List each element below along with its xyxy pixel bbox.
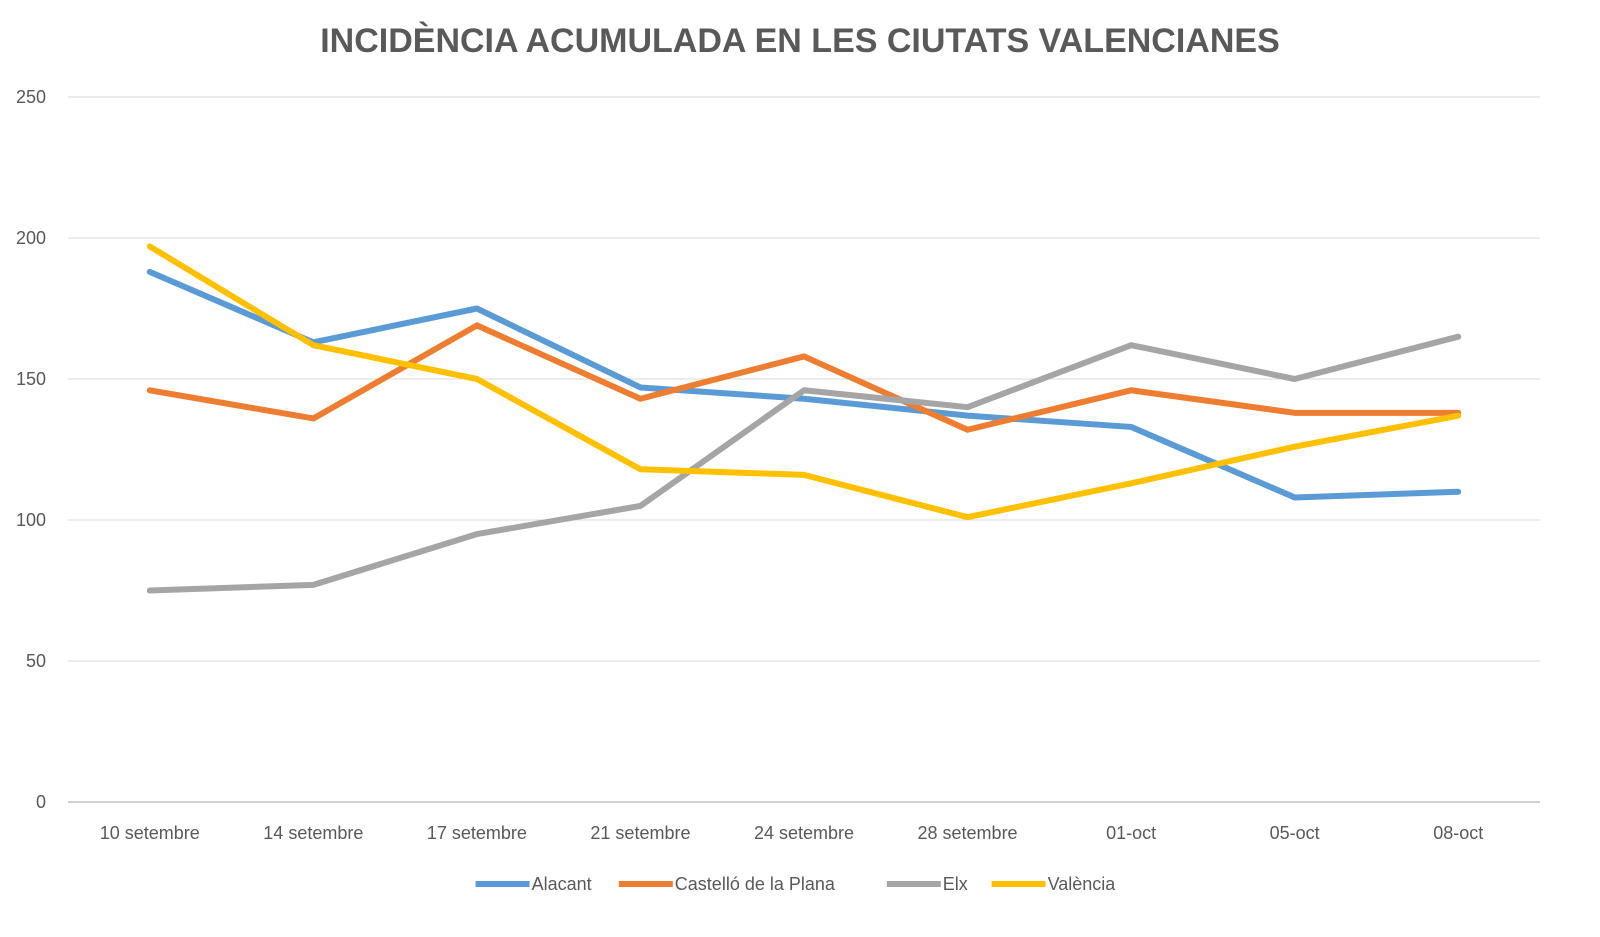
y-tick-label: 100 — [16, 510, 46, 530]
y-tick-label: 50 — [26, 651, 46, 671]
series-line-alacant — [146, 268, 1462, 501]
y-tick-label: 250 — [16, 87, 46, 107]
legend-label: Alacant — [532, 874, 592, 894]
x-tick-label: 28 setembre — [918, 823, 1018, 843]
x-tick-label: 10 setembre — [100, 823, 200, 843]
y-tick-label: 150 — [16, 369, 46, 389]
legend-item[interactable]: Castelló de la Plana — [618, 874, 836, 894]
series-line-val-ncia — [146, 243, 1462, 521]
legend-label: Elx — [943, 874, 968, 894]
y-tick-label: 0 — [36, 792, 46, 812]
x-tick-label: 17 setembre — [427, 823, 527, 843]
x-tick-label: 05-oct — [1270, 823, 1320, 843]
legend-label: València — [1048, 874, 1117, 894]
x-tick-label: 21 setembre — [590, 823, 690, 843]
x-tick-label: 24 setembre — [754, 823, 854, 843]
legend-item[interactable]: Elx — [886, 874, 968, 894]
x-tick-label: 14 setembre — [263, 823, 363, 843]
series-line-castell-de-la-plana — [146, 322, 1462, 433]
chart-title: INCIDÈNCIA ACUMULADA EN LES CIUTATS VALE… — [320, 22, 1280, 60]
y-tick-label: 200 — [16, 228, 46, 248]
legend-item[interactable]: Alacant — [475, 874, 592, 894]
legend-label: Castelló de la Plana — [675, 874, 836, 894]
series-line-elx — [146, 333, 1462, 594]
x-tick-label: 01-oct — [1106, 823, 1156, 843]
x-tick-label: 08-oct — [1433, 823, 1483, 843]
legend-item[interactable]: València — [991, 874, 1117, 894]
